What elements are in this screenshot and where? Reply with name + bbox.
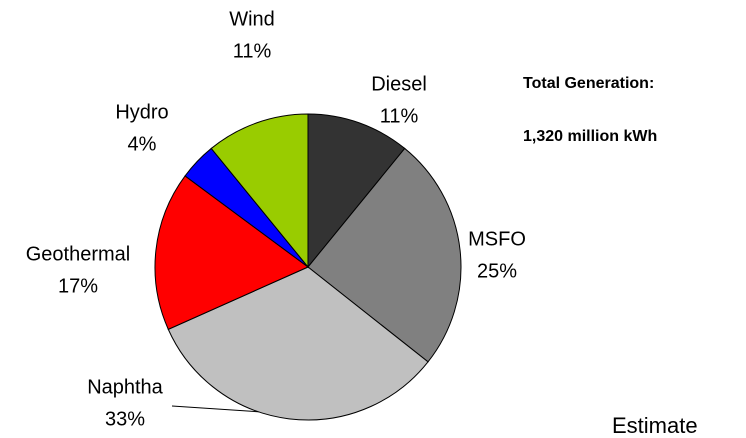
- slice-value-label: 11%: [233, 40, 272, 62]
- pie-slice: [154, 175, 309, 331]
- annotation: Estimate: [612, 413, 698, 438]
- leader-line: [171, 405, 263, 413]
- slice-value-label: 25%: [477, 260, 517, 282]
- annotation: 1,320 million kWh: [523, 128, 657, 145]
- slice-value-label: 33%: [105, 408, 145, 430]
- slice-label: Wind: [229, 8, 275, 30]
- pie-slice: [307, 147, 462, 363]
- slice-label: MSFO: [468, 228, 526, 250]
- slice-label: Naphtha: [87, 376, 163, 398]
- slice-label: Geothermal: [26, 243, 131, 265]
- slice-value-label: 11%: [380, 105, 419, 127]
- slice-label: Diesel: [371, 73, 427, 95]
- slice-label: Hydro: [115, 101, 168, 123]
- pie-slice: [210, 113, 309, 269]
- annotation: Total Generation:: [523, 75, 654, 92]
- pie-slice: [307, 113, 406, 269]
- slice-value-label: 4%: [128, 133, 157, 155]
- slice-value-label: 17%: [58, 275, 98, 297]
- pie-slice: [167, 266, 429, 421]
